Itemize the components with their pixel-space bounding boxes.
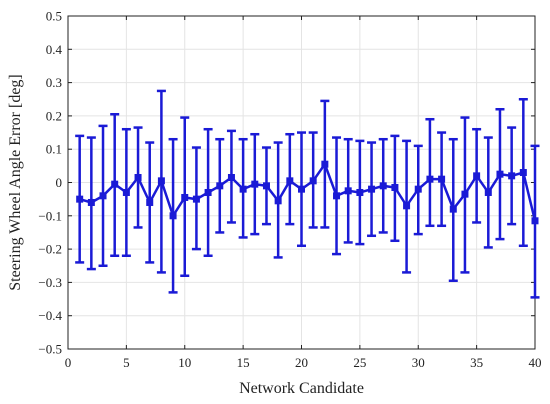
data-point [204,188,212,196]
data-point [414,185,422,193]
y-tick-label: 0 [56,175,63,190]
data-point [146,198,154,206]
data-point [227,174,235,182]
data-point [87,198,95,206]
tick-layer: 0 5 10 15 20 25 30 35 40 −0.5 −0.4 −0.3 −0.2 −0.1 0 0.1… [38,9,541,371]
x-tick-label: 15 [237,355,250,370]
y-tick-label: −0.4 [38,308,62,323]
y-tick-label: −0.2 [38,242,62,257]
x-tick-label: 40 [529,355,542,370]
data-point [239,185,247,193]
data-point [298,185,305,193]
data-point [379,182,387,190]
data-point [438,175,446,183]
x-tick-label: 30 [412,355,425,370]
y-tick-label: 0.1 [46,142,62,157]
data-point [274,197,282,205]
data-point [508,172,516,180]
data-point [333,192,341,200]
data-point [344,187,352,195]
data-point [169,212,177,220]
y-tick-label: 0.2 [46,108,62,123]
data-point [251,180,259,188]
x-tick-label: 35 [470,355,483,370]
data-point [473,172,481,180]
x-tick-label: 10 [178,355,191,370]
data-layer [75,89,540,299]
data-point [519,169,527,177]
data-point [99,192,107,200]
y-tick-label: −0.5 [38,342,62,357]
mean-line [79,161,537,222]
data-point [531,217,539,225]
data-point [134,174,142,182]
data-point [181,193,189,201]
data-point [426,175,434,183]
data-point [449,205,457,213]
data-point [368,185,376,193]
x-tick-label: 20 [295,355,308,370]
y-tick-label: 0.3 [46,75,62,90]
data-point [216,182,224,190]
data-point [111,180,119,188]
y-tick-label: −0.3 [38,275,62,290]
x-axis-label: Network Candidate [239,380,364,397]
data-point [321,160,329,168]
data-point [286,177,294,185]
data-point [192,195,200,203]
data-point [76,195,84,203]
data-point [122,188,130,196]
data-point [496,170,504,178]
x-tick-label: 0 [65,355,72,370]
y-tick-label: −0.1 [38,208,62,223]
data-point [484,188,492,196]
data-point [309,177,317,185]
data-point [461,190,469,198]
x-tick-label: 25 [353,355,366,370]
data-point [157,177,165,185]
data-point [391,183,399,191]
data-point [403,202,411,210]
y-tick-label: 0.5 [46,9,62,24]
y-axis-label: Steering Wheel Angle Error [deg] [7,74,24,291]
y-tick-label: 0.4 [46,42,63,57]
x-tick-label: 5 [123,355,130,370]
data-point [262,182,270,190]
data-point [356,188,364,196]
